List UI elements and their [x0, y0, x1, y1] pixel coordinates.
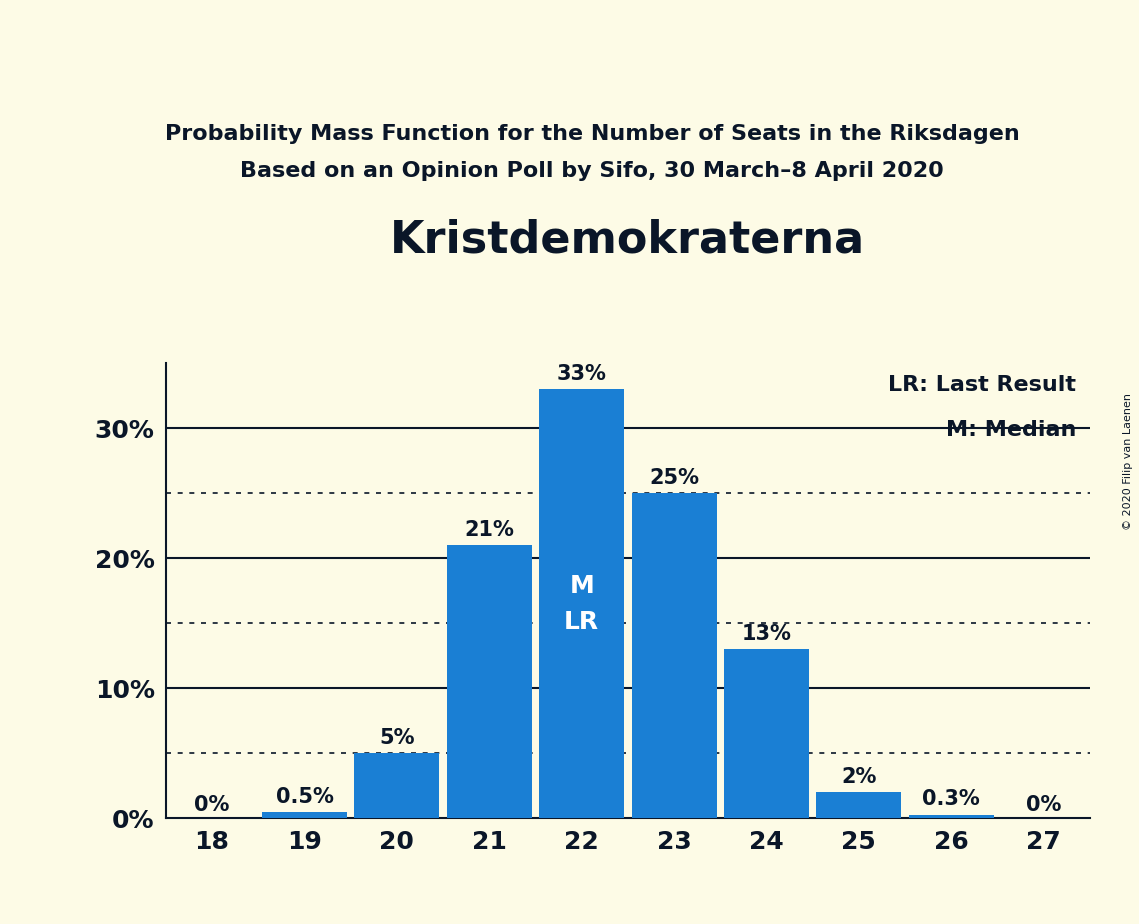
Bar	[354, 753, 440, 819]
Text: 2%: 2%	[841, 767, 877, 787]
Bar	[446, 545, 532, 819]
Text: 5%: 5%	[379, 728, 415, 748]
Bar	[262, 812, 347, 819]
Bar	[724, 650, 809, 819]
Text: Based on an Opinion Poll by Sifo, 30 March–8 April 2020: Based on an Opinion Poll by Sifo, 30 Mar…	[240, 161, 944, 181]
Text: LR: Last Result: LR: Last Result	[888, 375, 1076, 395]
Text: 0%: 0%	[1026, 795, 1062, 815]
Title: Kristdemokraterna: Kristdemokraterna	[391, 218, 866, 261]
Text: Probability Mass Function for the Number of Seats in the Riksdagen: Probability Mass Function for the Number…	[165, 124, 1019, 144]
Text: 0.5%: 0.5%	[276, 786, 334, 807]
Text: 13%: 13%	[741, 625, 792, 644]
Text: 25%: 25%	[649, 468, 699, 488]
Text: © 2020 Filip van Laenen: © 2020 Filip van Laenen	[1123, 394, 1133, 530]
Bar	[631, 493, 716, 819]
Text: 33%: 33%	[557, 364, 607, 384]
Text: M
LR: M LR	[564, 574, 599, 634]
Text: 0%: 0%	[195, 795, 230, 815]
Bar	[817, 793, 901, 819]
Bar	[539, 389, 624, 819]
Text: M: Median: M: Median	[945, 420, 1076, 440]
Bar	[909, 815, 993, 819]
Text: 0.3%: 0.3%	[923, 789, 980, 809]
Text: 21%: 21%	[465, 520, 514, 541]
